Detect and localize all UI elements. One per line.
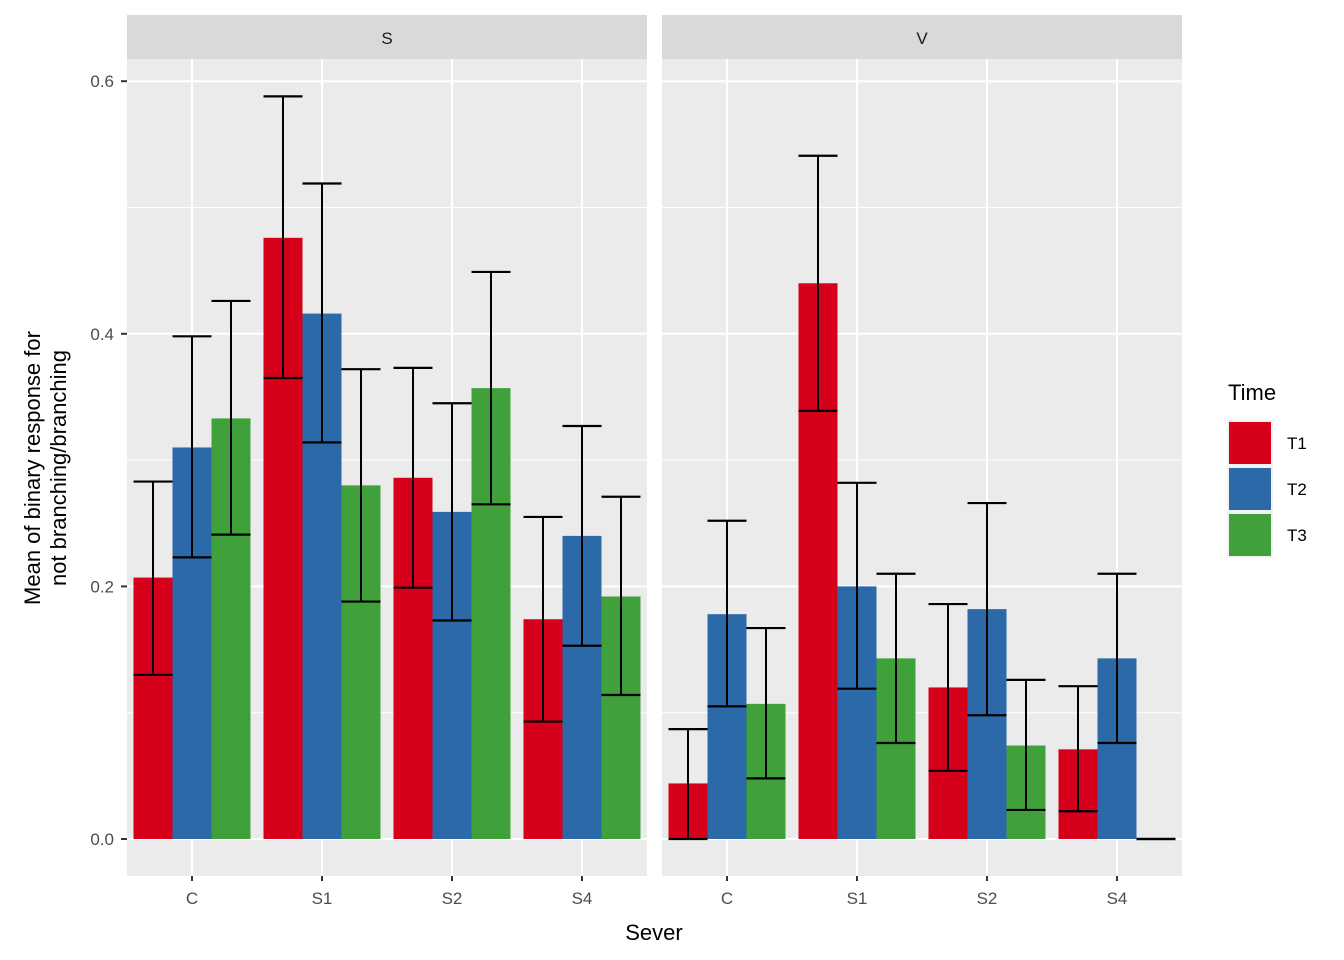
errorbar-T2-S4 (1097, 572, 1137, 745)
errorbar-T2-C (707, 519, 747, 708)
y-tick-label: 0.2 (90, 577, 114, 596)
errorbar-T2-C (172, 335, 212, 559)
y-axis-title: Mean of binary response for (20, 331, 45, 605)
facet-panel-V: V C S1 S2 S4 (662, 15, 1182, 908)
y-tick-label: 0.0 (90, 830, 114, 849)
errorbar-T1-S2 (928, 602, 968, 772)
x-axis-title: Sever (625, 920, 682, 945)
legend-title: Time (1228, 380, 1276, 405)
facet-strip-label: V (916, 29, 928, 48)
legend-swatch (1229, 468, 1271, 510)
facet-strip (662, 15, 1182, 59)
errorbar-T1-S2 (393, 366, 433, 589)
y-tick-label: 0.4 (90, 325, 114, 344)
y-axis-title-line-1: Mean of binary response for (20, 331, 45, 605)
x-tick-label: S2 (442, 889, 463, 908)
errorbar-T3-C (746, 626, 786, 780)
y-axis-title-line-2: not branching/branching (46, 350, 71, 586)
legend-swatch (1229, 422, 1271, 464)
x-tick-label: S2 (977, 889, 998, 908)
legend-item-T2: T2 (1227, 466, 1307, 512)
errorbar-T2-S2 (432, 402, 472, 622)
legend-label: T2 (1287, 480, 1307, 499)
facet-strip (127, 15, 647, 59)
y-tick-label: 0.6 (90, 72, 114, 91)
errorbar-T1-S1 (798, 154, 838, 412)
legend-item-T3: T3 (1227, 512, 1307, 558)
x-tick-label: C (721, 889, 733, 908)
errorbar-T2-S4 (562, 424, 602, 647)
legend-item-T1: T1 (1227, 420, 1307, 466)
x-tick-label: S1 (847, 889, 868, 908)
errorbar-T1-S1 (263, 95, 303, 380)
y-axis: 0.0 0.2 0.4 0.6 (90, 72, 127, 849)
facet-panel-S: S C S1 S2 S4 (127, 15, 647, 908)
legend: Time T1 T2 T3 (1227, 380, 1307, 558)
facet-strip-label: S (381, 29, 392, 48)
errorbar-T3-S2 (471, 270, 511, 506)
errorbar-T1-S4 (1058, 685, 1098, 813)
errorbar-T2-S2 (967, 501, 1007, 717)
errorbar-T2-S1 (837, 481, 877, 690)
facet-panels: S C S1 S2 S4 V C S1 S2 S4 (127, 15, 1182, 908)
y-axis-title-2: not branching/branching (46, 350, 71, 586)
errorbar-T3-S4 (601, 495, 641, 697)
legend-swatch (1229, 514, 1271, 556)
errorbar-T2-S1 (302, 182, 342, 444)
errorbar-T1-C (668, 728, 708, 841)
errorbar-T3-S1 (341, 368, 381, 603)
x-tick-label: S1 (312, 889, 333, 908)
legend-label: T1 (1287, 434, 1307, 453)
legend-label: T3 (1287, 526, 1307, 545)
errorbar-T3-S2 (1006, 678, 1046, 812)
x-tick-label: S4 (572, 889, 593, 908)
errorbar-T1-C (133, 480, 173, 676)
errorbar-T1-S4 (523, 515, 563, 723)
errorbar-T3-S1 (876, 572, 916, 745)
axis-titles: Sever Mean of binary response for not br… (20, 331, 683, 945)
x-tick-label: S4 (1107, 889, 1128, 908)
errorbar-T3-C (211, 299, 251, 536)
x-tick-label: C (186, 889, 198, 908)
